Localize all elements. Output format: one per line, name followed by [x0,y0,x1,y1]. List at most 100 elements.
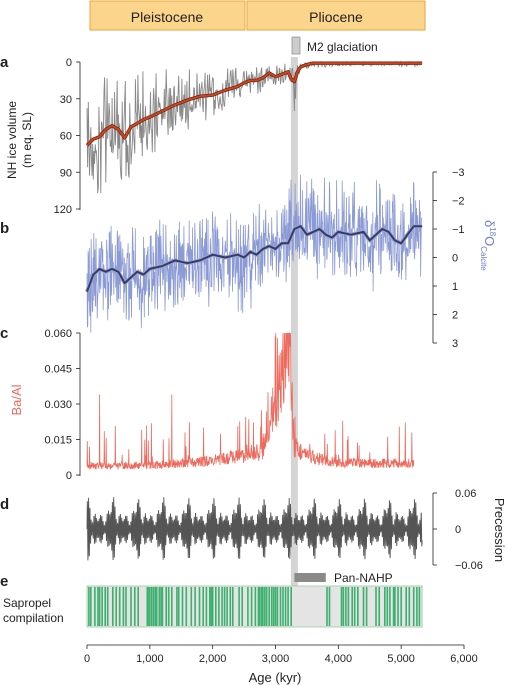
sapropel-event [389,587,391,626]
sapropel-event [405,587,407,626]
sapropel-event [211,587,214,626]
epoch-label-pliocene: Pliocene [309,9,363,25]
panel-c-ylabel: Ba/Al [9,384,24,415]
sapropel-event [205,587,208,626]
x-axis-label: Age (kyr) [249,670,302,685]
panel-c-y-tick-label: 0 [66,470,72,482]
sapropel-event [394,587,396,626]
sapropel-event [155,587,158,626]
sapropel-event [265,587,268,626]
panel-a-y-tick-label: 120 [54,204,72,216]
panel-b-y-tick-label: 0 [452,253,458,265]
panel-b-ylabel-sub: Calcite [479,246,488,271]
panel-letter-a: a [0,54,9,71]
panel-a-y-tick-label: 0 [66,57,72,69]
panel-d-ylabel: Precession [492,498,507,562]
sapropel-event [97,587,99,626]
sapropel-event [161,587,164,626]
sapropel-event [149,587,151,626]
panel-a-y-tick-label: 30 [60,94,72,106]
sapropel-event [160,587,162,626]
panel-d-precession-series [86,497,423,561]
panel-c-y-tick-label: 0.045 [44,364,72,376]
sapropel-event [392,587,395,626]
sapropel-event [181,587,184,626]
sapropel-event [257,587,260,626]
sapropel-event [272,587,275,626]
sapropel-event [94,587,96,626]
sapropel-event [400,587,402,626]
sapropel-event [353,587,356,626]
x-axis-ticks: 0 1,000 2,000 3,000 4,000 5,000 6,000 [84,645,478,665]
sapropel-event [194,587,196,626]
sapropel-event [90,587,92,626]
sapropel-event [378,587,380,626]
sapropel-event [416,587,418,626]
sapropel-event [287,587,289,626]
sapropel-event [202,587,204,626]
sapropel-event [290,587,292,626]
panel-a-y-tick-label: 90 [60,167,72,179]
sapropel-event [125,587,127,626]
panel-letter-b: b [0,220,9,237]
sapropel-event [347,587,350,626]
sapropel-event [362,587,365,626]
panel-c-ba-series [86,332,415,471]
panel-b-y-tick-label: −3 [452,167,465,179]
panel-d-y-ticks: 0.06 0 −0.06 [433,488,483,572]
panel-b-smooth-series [86,225,423,293]
panel-a-smooth-series [86,62,423,147]
panel-d-y-tick-label: 0.06 [455,488,476,500]
sapropel-event [185,587,188,626]
epoch-bar: Pleistocene Pliocene [89,0,426,31]
sapropel-event [158,587,161,626]
panel-letter-d: d [0,496,9,513]
panel-b-y-tick-label: −2 [452,196,465,208]
sapropel-event [176,587,178,626]
sapropel-event [241,587,243,626]
sapropel-event [106,587,109,626]
sapropel-background [86,585,423,628]
panel-c-y-tick-label: 0.060 [44,328,72,340]
sapropel-event [146,587,149,626]
sapropel-event [226,587,228,626]
sapropel-event [218,587,220,626]
panel-d-y-tick-label: −0.06 [455,560,483,572]
sapropel-event [152,587,155,626]
x-axis-tick-label: 0 [84,653,90,665]
sapropel-event [375,587,377,626]
panel-b-ylabel-sup: 18 [488,227,497,236]
panel-c: 0 0.015 0.030 0.045 0.060 Ba/Al [9,328,415,482]
sapropel-event [250,587,253,626]
sapropel-event [351,587,353,626]
m2-glaciation-band [290,57,298,587]
sapropel-event [259,587,261,626]
sapropel-event [284,587,287,626]
x-axis-tick-label: 1,000 [136,653,164,665]
sapropel-events [88,587,421,626]
sapropel-event [130,587,132,626]
sapropel-event [221,587,223,626]
sapropel-event [198,587,201,626]
sapropel-event [88,587,90,626]
epoch-box-pleistocene [89,0,246,31]
x-axis-tick-label: 2,000 [199,653,227,665]
panel-a-y-ticks: 0 30 60 90 120 [54,57,80,216]
panel-letter-e: e [0,573,8,590]
panel-b-y-tick-label: −1 [452,224,465,236]
panel-a-ylabel-line1: NH ice volume [5,101,19,179]
panel-d-y-tick-label: 0 [455,524,461,536]
sapropel-event [232,587,234,626]
panel-e-ylabel-line2: compilation [3,611,64,625]
panel-b-y-tick-label: 1 [452,281,458,293]
pan-nahp-label: Pan-NAHP [334,571,393,585]
panel-a-y-tick-label: 60 [60,131,72,143]
sapropel-event [264,587,266,626]
sapropel-event [418,587,421,626]
sapropel-event [328,587,331,626]
sapropel-event [171,587,173,626]
panel-letter-c: c [0,325,8,342]
sapropel-event [247,587,249,626]
sapropel-event [282,587,284,626]
